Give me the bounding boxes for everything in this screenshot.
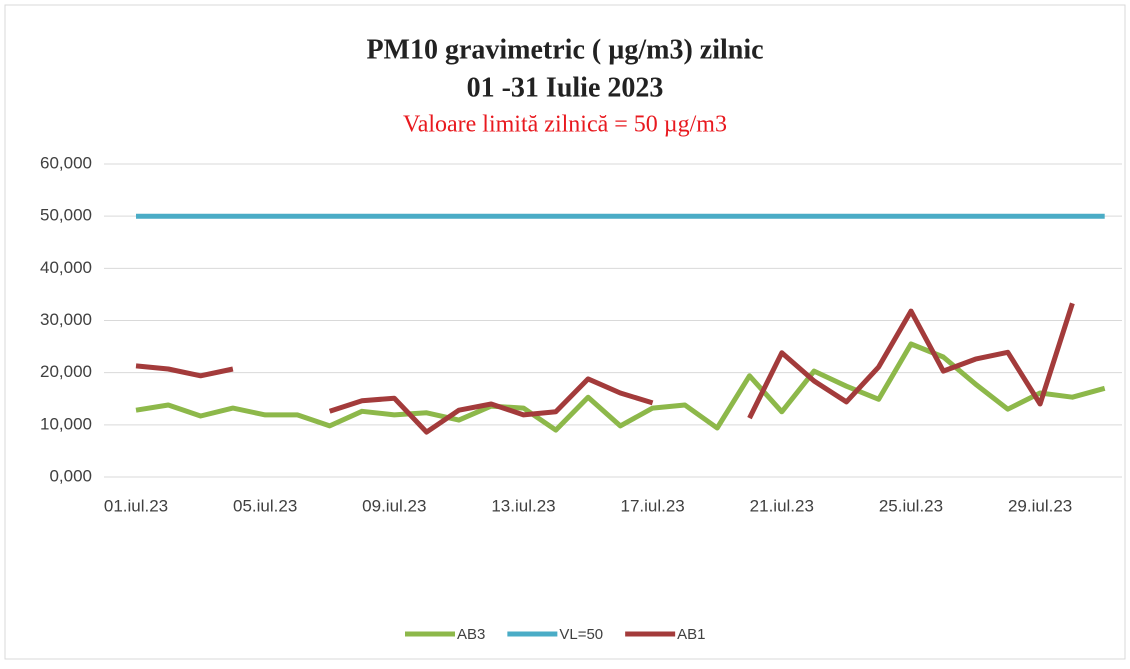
x-tick-label: 17.iul.23 [620,496,684,515]
y-tick-label: 10,000 [40,414,92,433]
line-series [135,341,1106,433]
legend-label: VL=50 [559,626,603,643]
chart-frame [4,4,1126,660]
x-tick-label: 13.iul.23 [491,496,555,515]
chart-subtitle: 01 -31 Iulie 2023 [467,72,664,103]
y-tick-label: 30,000 [40,310,92,329]
y-tick-label: 60,000 [40,153,92,172]
annotation: Valoare limită zilnică = 50 µg/m3 [403,112,727,138]
x-tick-label: 09.iul.23 [362,496,426,515]
line-series [135,302,1075,435]
y-tick-label: 20,000 [40,362,92,381]
y-tick-label: 0,000 [49,466,92,485]
legend-label: AB1 [677,626,705,643]
chart-title: PM10 gravimetric ( µg/m3) zilnic [366,34,763,65]
x-tick-label: 25.iul.23 [879,496,943,515]
x-tick-label: 21.iul.23 [750,496,814,515]
y-tick-label: 40,000 [40,258,92,277]
y-tick-label: 50,000 [40,206,92,225]
legend-label: AB3 [457,626,485,643]
x-tick-label: 29.iul.23 [1008,496,1072,515]
x-tick-label: 01.iul.23 [104,496,168,515]
x-tick-label: 05.iul.23 [233,496,297,515]
